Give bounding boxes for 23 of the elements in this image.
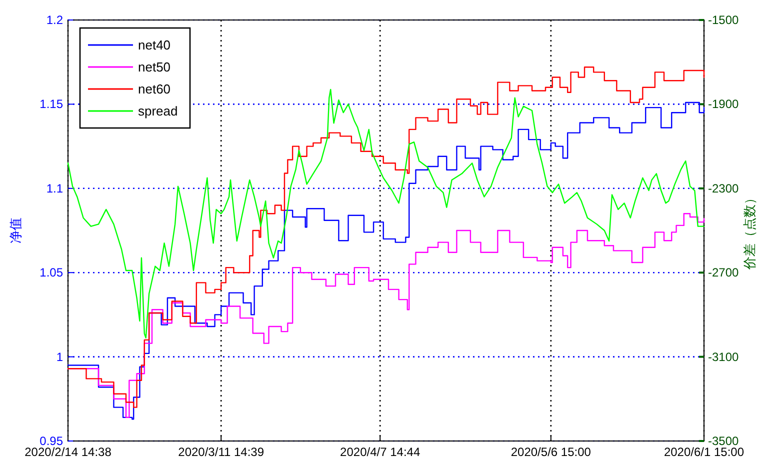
x-tick-label: 2020/5/6 15:00: [510, 445, 592, 459]
y2-tick-label: -2300: [708, 181, 740, 196]
legend-label: net60: [138, 82, 171, 96]
legend-label: net50: [138, 60, 171, 74]
y-tick-label: 1.05: [40, 266, 64, 280]
x-tick-label: 2020/4/7 14:44: [340, 445, 420, 459]
y2-axis-title: 价差（点数）: [742, 192, 757, 270]
y-axis-title: 净值: [8, 218, 23, 244]
y2-tick-label: -3500: [708, 434, 740, 448]
y2-tick-label: -2700: [708, 266, 740, 280]
y-tick-label: 1.2: [46, 13, 64, 27]
y2-tick-label: -3100: [708, 350, 740, 364]
y2-tick-label: -1500: [708, 13, 740, 27]
y-tick-label: 1.1: [46, 181, 64, 196]
x-tick-label: 2020/3/11 14:39: [178, 445, 264, 459]
y-tick-label: 0.95: [40, 434, 64, 448]
legend-label: net40: [138, 38, 171, 52]
legend-label: spread: [138, 104, 178, 118]
y-tick-label: 1.15: [40, 97, 64, 112]
y2-tick-label: -1900: [708, 97, 740, 112]
x-tick-label: 2020/6/1 15:00: [664, 445, 744, 459]
y-tick-label: 1: [56, 350, 64, 364]
x-tick-label: 2020/2/14 14:38: [24, 445, 112, 459]
